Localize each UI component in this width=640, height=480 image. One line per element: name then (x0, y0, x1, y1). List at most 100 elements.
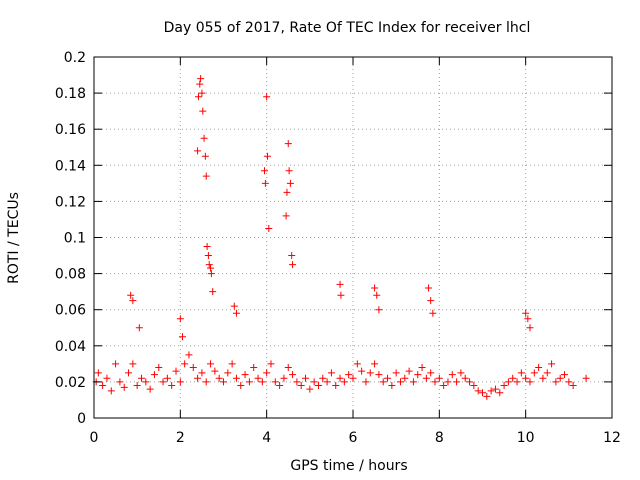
data-point (172, 367, 180, 375)
data-point (543, 369, 551, 377)
data-point (178, 333, 186, 341)
data-point (319, 374, 327, 382)
data-point (384, 374, 392, 382)
data-point (261, 179, 269, 187)
data-point (150, 371, 158, 379)
y-tick-label: 0.08 (55, 267, 86, 283)
data-point (112, 360, 120, 368)
data-point (491, 385, 499, 393)
data-point (211, 367, 219, 375)
data-point (358, 367, 366, 375)
data-point (176, 315, 184, 323)
data-point (133, 382, 141, 390)
data-point (204, 252, 212, 260)
data-point (401, 374, 409, 382)
x-tick-label: 8 (435, 430, 444, 446)
x-tick-label: 6 (349, 430, 358, 446)
data-point (284, 140, 292, 148)
data-point (263, 93, 271, 101)
data-point (427, 297, 435, 305)
data-point (265, 224, 273, 232)
data-point (337, 291, 345, 299)
data-point (202, 378, 210, 386)
data-point (582, 374, 590, 382)
data-point (479, 389, 486, 397)
data-point (524, 315, 532, 323)
data-point (297, 382, 305, 390)
data-point (453, 378, 461, 386)
data-point (196, 80, 204, 88)
data-point (215, 374, 223, 382)
data-point (530, 369, 538, 377)
data-point (457, 369, 465, 377)
grid-lines (94, 57, 612, 418)
data-point (435, 374, 443, 382)
data-point (461, 374, 469, 382)
data-point (388, 382, 396, 390)
data-point (425, 284, 433, 292)
data-point (283, 188, 291, 196)
data-point (336, 280, 344, 288)
data-point (371, 284, 379, 292)
y-axis-label: ROTI / TECUs (6, 192, 22, 284)
data-point (375, 371, 383, 379)
data-point (207, 270, 215, 278)
data-point (137, 374, 145, 382)
data-point (155, 363, 163, 371)
data-point (99, 382, 107, 390)
data-point (181, 360, 189, 368)
data-point (198, 89, 206, 97)
tick-labels: 0 0.02 0.04 0.06 0.08 0.1 0.12 0.14 0.16 0.18 0.2 0… (55, 50, 621, 446)
data-point (261, 167, 269, 175)
data-point (517, 369, 525, 377)
data-point (264, 152, 272, 160)
chart-title: Day 055 of 2017, Rate Of TEC Index for r… (164, 20, 531, 36)
data-point (422, 374, 430, 382)
data-point (552, 378, 560, 386)
data-point (418, 363, 426, 371)
data-point (373, 291, 381, 299)
data-point (431, 378, 439, 386)
data-point (310, 378, 318, 386)
data-point (466, 378, 474, 386)
data-point (125, 369, 133, 377)
data-point (565, 378, 573, 386)
data-point (207, 264, 215, 272)
data-point (569, 382, 577, 390)
data-point (135, 324, 143, 332)
y-tick-label: 0.06 (55, 303, 86, 319)
x-axis-label: GPS time / hours (290, 458, 407, 474)
data-point (200, 134, 208, 142)
data-point (232, 374, 240, 382)
data-point (548, 360, 556, 368)
x-tick-label: 12 (603, 430, 621, 446)
data-point (487, 387, 495, 395)
data-point (194, 374, 202, 382)
axis-ticks (93, 56, 613, 419)
data-point (176, 378, 184, 386)
data-point (483, 392, 491, 400)
y-tick-label: 0.12 (55, 194, 86, 210)
data-point (94, 369, 102, 377)
y-tick-label: 0 (77, 411, 86, 427)
data-point (414, 371, 422, 379)
y-tick-label: 0.14 (55, 158, 86, 174)
data-point (526, 324, 534, 332)
data-point (362, 378, 370, 386)
data-point (396, 378, 404, 386)
data-point (496, 389, 504, 397)
data-point (409, 378, 417, 386)
data-point (440, 382, 448, 390)
data-point (302, 374, 310, 382)
data-point (224, 369, 232, 377)
y-tick-label: 0.02 (55, 375, 86, 391)
data-point (142, 378, 150, 386)
data-point (371, 360, 379, 368)
data-point (427, 369, 435, 377)
data-point (535, 363, 543, 371)
data-point (228, 360, 236, 368)
data-point (245, 378, 253, 386)
data-point (323, 378, 331, 386)
y-tick-label: 0.16 (55, 122, 86, 138)
